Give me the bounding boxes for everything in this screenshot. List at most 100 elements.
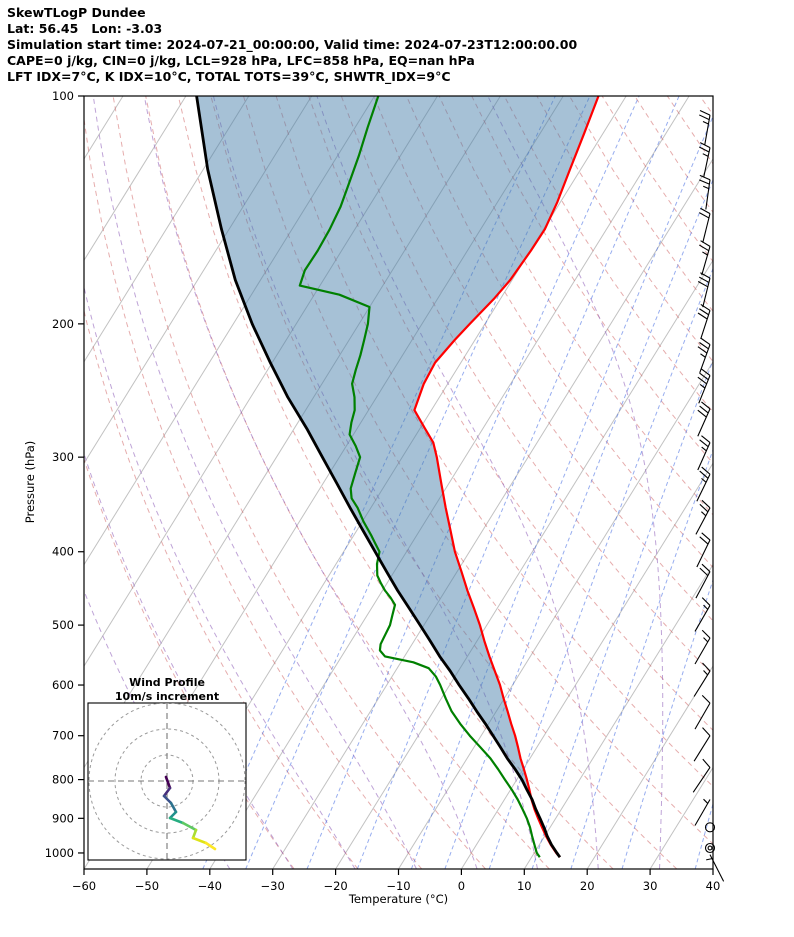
wind-barb-half-tick xyxy=(703,637,709,643)
wind-barb-shaft xyxy=(705,179,711,210)
wind-barb-full-tick xyxy=(699,276,710,283)
wind-barb-half-tick xyxy=(701,446,707,452)
wind-barb-full-tick xyxy=(699,536,709,545)
hodograph-trace-segment xyxy=(168,816,185,825)
wind-barb-full-tick xyxy=(699,470,709,479)
hodograph-trace-segment xyxy=(191,828,198,840)
wind-barb-full-tick xyxy=(699,110,711,116)
wind-barb-half-tick xyxy=(703,670,709,676)
svg-text:500: 500 xyxy=(52,618,74,632)
svg-text:−30: −30 xyxy=(261,879,285,893)
wind-barb-shaft xyxy=(695,571,711,599)
times-line: Simulation start time: 2024-07-21_00:00:… xyxy=(7,37,578,52)
wind-barbs xyxy=(692,110,725,882)
wind-barb-shaft xyxy=(709,854,725,882)
wind-barb-half-tick xyxy=(702,251,708,256)
wind-barb-full-tick xyxy=(701,499,711,509)
wind-barb-shaft xyxy=(704,115,711,145)
hodograph-trace-segment xyxy=(181,821,198,832)
wind-barb-full-tick xyxy=(697,312,708,320)
svg-text:−10: −10 xyxy=(386,879,410,893)
wind-barb-full-tick xyxy=(699,174,711,181)
mixing-ratio-lines xyxy=(202,96,713,869)
background-lines xyxy=(84,96,713,869)
wind-barb-shaft xyxy=(697,442,711,471)
wind-profile-inset-title: Wind Profile xyxy=(129,676,205,689)
wind-barb-shaft xyxy=(694,605,711,632)
wind-barb-full-tick xyxy=(699,503,709,513)
wind-barb-full-tick xyxy=(699,372,709,381)
wind-barb-half-tick xyxy=(701,511,707,517)
wind-barb-shaft xyxy=(692,767,711,793)
svg-text:−60: −60 xyxy=(72,879,96,893)
wind-barb-full-tick xyxy=(697,281,709,288)
wind-barb-full-tick xyxy=(701,597,711,606)
wind-barb-full-tick xyxy=(699,142,711,149)
hodograph-trace-segment xyxy=(169,801,178,814)
wind-barb-full-tick xyxy=(699,114,710,121)
indices-line-1: CAPE=0 j/kg, CIN=0 j/kg, LCL=928 hPa, LF… xyxy=(7,53,475,68)
wind-barb-full-tick xyxy=(699,179,710,185)
wind-barb-shaft xyxy=(700,310,711,340)
wind-barb-shaft xyxy=(702,277,711,308)
x-axis-label: Temperature (°C) xyxy=(348,892,449,906)
wind-barb-shaft xyxy=(694,637,711,665)
wind-barb-half-tick xyxy=(700,353,706,358)
svg-text:10: 10 xyxy=(517,879,532,893)
svg-text:900: 900 xyxy=(52,811,74,825)
svg-text:−50: −50 xyxy=(135,879,159,893)
calm-wind-inner-icon xyxy=(707,845,713,851)
profiles xyxy=(195,96,600,859)
wind-barb-full-tick xyxy=(701,532,711,541)
wind-barb-full-tick xyxy=(700,240,711,247)
wind-barb-shaft xyxy=(702,213,711,243)
moist-adiabat-lines xyxy=(84,96,664,869)
svg-text:20: 20 xyxy=(580,879,595,893)
hodograph-inset xyxy=(87,702,247,861)
calm-wind-icon xyxy=(704,842,716,854)
dry-adiabat-lines xyxy=(84,96,713,869)
wind-barb-half-tick xyxy=(702,153,709,157)
svg-text:200: 200 xyxy=(52,317,74,331)
wind-barb-full-tick xyxy=(699,212,710,219)
wind-barb-full-tick xyxy=(700,272,711,279)
wind-barb-full-tick xyxy=(702,758,711,768)
wind-barb-shaft xyxy=(701,246,711,276)
wind-barb-full-tick xyxy=(697,409,707,418)
wind-barb-shaft xyxy=(696,539,711,568)
wind-barb-full-tick xyxy=(697,346,708,354)
wind-barb-full-tick xyxy=(699,439,709,448)
wind-barb-full-tick xyxy=(701,401,711,410)
wind-barb-full-tick xyxy=(699,405,709,414)
hodograph-trace-segment xyxy=(204,841,217,851)
wind-barb-full-tick xyxy=(699,244,710,252)
wind-barb-shaft xyxy=(695,507,711,535)
wind-barb-shaft xyxy=(694,702,711,730)
wind-barb-half-tick xyxy=(702,120,709,125)
wind-barb-shaft xyxy=(693,735,711,762)
svg-text:1000: 1000 xyxy=(45,846,74,860)
svg-text:800: 800 xyxy=(52,773,74,787)
hodograph-trace-segment xyxy=(162,786,172,798)
wind-barb-shaft xyxy=(698,375,711,404)
figure-title: SkewTLogP Dundee xyxy=(7,5,146,20)
wind-barb-shaft xyxy=(693,670,711,697)
wind-barb-shaft xyxy=(696,474,711,502)
wind-barb-full-tick xyxy=(700,337,711,346)
wind-barb-full-tick xyxy=(699,567,709,577)
hodograph-trace-segment xyxy=(191,836,208,845)
hodograph-trace-segment xyxy=(164,775,172,790)
wind-barb-full-tick xyxy=(699,146,710,153)
parcel-line xyxy=(195,96,562,859)
hodograph-trace-segment xyxy=(162,794,173,805)
calm-wind-icon xyxy=(704,822,716,833)
svg-text:−20: −20 xyxy=(323,879,347,893)
svg-text:300: 300 xyxy=(52,450,74,464)
wind-barb-shaft xyxy=(699,344,711,373)
svg-text:100: 100 xyxy=(52,89,74,103)
svg-text:0: 0 xyxy=(458,879,465,893)
location-line: Lat: 56.45 Lon: -3.03 xyxy=(7,21,163,36)
